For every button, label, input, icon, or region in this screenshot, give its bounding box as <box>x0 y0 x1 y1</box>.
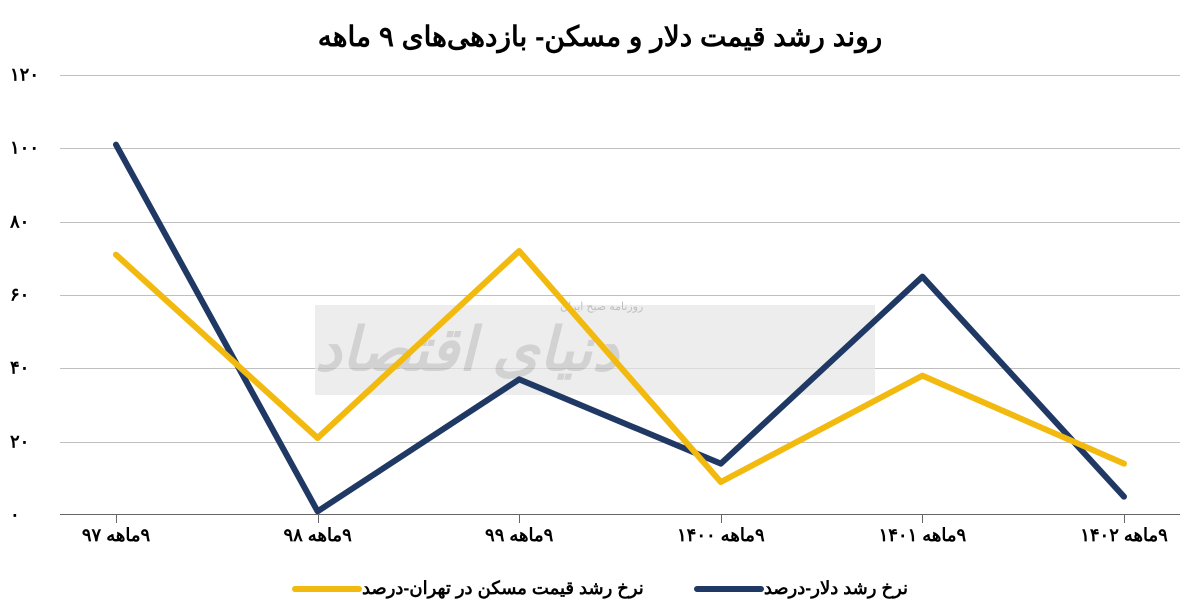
x-tick-label: ۹ماهه ۱۴۰۲ <box>1080 525 1168 546</box>
chart-lines <box>60 75 1180 515</box>
plot-area: دنیای اقتصاد روزنامه صبح ایران <box>60 75 1180 515</box>
x-tick-label: ۹ماهه ۱۴۰۱ <box>879 525 967 546</box>
legend-item-housing: نرخ رشد قیمت مسکن در تهران-درصد <box>292 578 644 599</box>
legend: نرخ رشد دلار-درصد نرخ رشد قیمت مسکن در ت… <box>0 578 1200 599</box>
legend-item-dollar: نرخ رشد دلار-درصد <box>694 578 908 599</box>
chart-title: روند رشد قیمت دلار و مسکن- بازدهی‌های ۹ … <box>0 0 1200 53</box>
legend-label-dollar: نرخ رشد دلار-درصد <box>764 578 908 599</box>
x-tick-label: ۹ماهه ۱۴۰۰ <box>677 525 765 546</box>
x-tick <box>116 515 117 523</box>
x-tick-label: ۹ماهه ۹۸ <box>283 525 351 546</box>
x-tick <box>721 515 722 523</box>
y-tick-label: ۱۲۰ <box>10 65 50 86</box>
x-tick-label: ۹ماهه ۹۷ <box>82 525 150 546</box>
y-tick-label: ۶۰ <box>10 285 50 306</box>
x-tick <box>519 515 520 523</box>
y-tick-label: ۱۰۰ <box>10 138 50 159</box>
x-tick-label: ۹ماهه ۹۹ <box>485 525 553 546</box>
y-tick-label: ۲۰ <box>10 431 50 452</box>
legend-swatch-dollar <box>694 586 764 592</box>
y-tick-label: ۴۰ <box>10 358 50 379</box>
chart-container: روند رشد قیمت دلار و مسکن- بازدهی‌های ۹ … <box>0 0 1200 614</box>
series-line <box>116 251 1124 482</box>
y-tick-label: ۰ <box>10 505 50 526</box>
x-tick <box>1124 515 1125 523</box>
legend-label-housing: نرخ رشد قیمت مسکن در تهران-درصد <box>362 578 644 599</box>
legend-swatch-housing <box>292 586 362 592</box>
x-tick <box>318 515 319 523</box>
x-axis <box>60 514 1180 515</box>
x-tick <box>922 515 923 523</box>
series-line <box>116 145 1124 512</box>
y-tick-label: ۸۰ <box>10 211 50 232</box>
